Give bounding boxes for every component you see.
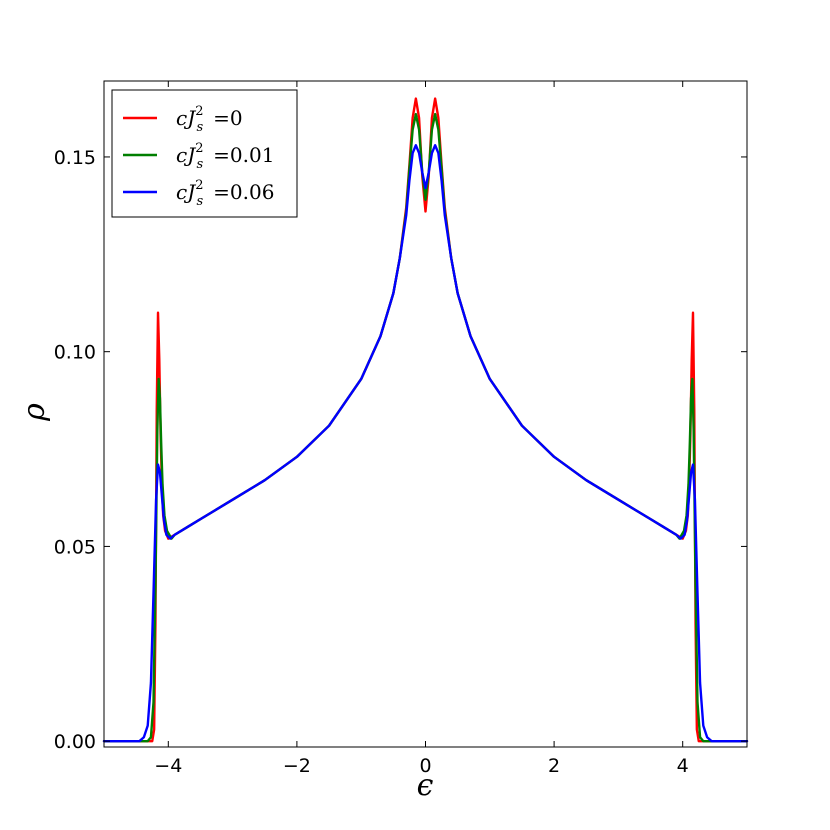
x-tick-label: 2 — [548, 755, 560, 777]
legend-label-1: cJ2 s =0.01 — [176, 141, 274, 172]
series-line-1 — [102, 112, 749, 743]
ticks-layer: −4 −2 0 2 4 0.00 0.05 0.10 0.15 — [54, 81, 747, 777]
x-tick-label: −4 — [154, 755, 182, 777]
series-line-2 — [102, 144, 749, 743]
x-tick-label: 0 — [419, 755, 431, 777]
y-axis-label: ρ — [17, 403, 52, 422]
y-tick-label: 0.15 — [54, 147, 96, 169]
legend-box — [111, 89, 298, 218]
x-tick-label: 4 — [677, 755, 689, 777]
x-axis-label: ϵ — [417, 768, 434, 803]
legend-label-0: cJ2 s =0 — [176, 104, 243, 135]
x-tick-label: −2 — [283, 755, 311, 777]
y-tick-label: 0.00 — [54, 731, 96, 753]
y-tick-label: 0.10 — [54, 342, 96, 364]
legend-label-2: cJ2 s =0.06 — [176, 178, 274, 209]
series-layer — [102, 97, 749, 743]
y-tick-label: 0.05 — [54, 536, 96, 558]
legend: cJ2 s =0 cJ2 s =0.01 cJ2 s =0.06 — [111, 89, 298, 218]
